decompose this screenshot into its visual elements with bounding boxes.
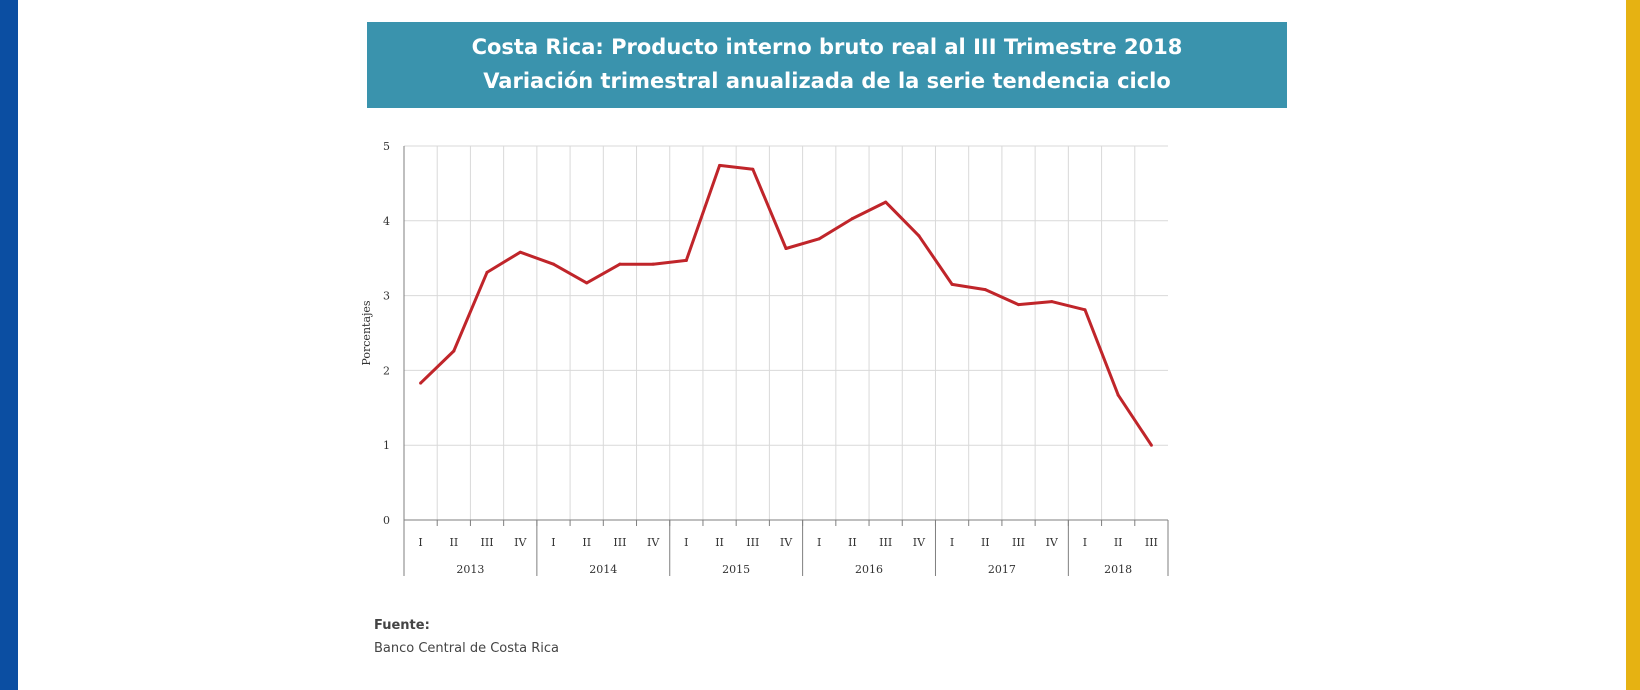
source-text: Banco Central de Costa Rica [374,641,559,656]
data-point [651,262,655,266]
data-point [485,270,489,274]
y-tick-label: 0 [383,514,390,527]
data-point [1149,443,1153,447]
data-point [1017,303,1021,307]
quarter-tick-label: II [981,536,990,549]
quarter-tick-label: III [481,536,494,549]
data-point [618,262,622,266]
year-label: 2013 [456,563,484,576]
quarter-tick-label: I [817,536,821,549]
y-tick-label: 2 [383,364,390,377]
quarter-tick-label: IV [647,536,660,549]
data-point [518,250,522,254]
quarter-tick-label: II [1114,536,1123,549]
series-line [419,163,1153,447]
quarter-tick-label: IV [780,536,793,549]
quarter-tick-label: III [879,536,892,549]
data-point [1050,300,1054,304]
quarter-tick-label: II [449,536,458,549]
quarter-tick-label: IV [514,536,527,549]
y-tick-label: 4 [383,215,390,228]
data-point [884,200,888,204]
data-point [452,349,456,353]
y-tick-label: 5 [383,140,390,153]
y-tick-label: 3 [383,290,390,303]
quarter-tick-label: III [1012,536,1025,549]
data-point [850,217,854,221]
data-point [917,234,921,238]
right-edge-bar [1626,0,1640,690]
source-label: Fuente: [374,618,430,633]
quarter-tick-label: II [582,536,591,549]
data-point [1116,393,1120,397]
quarter-tick-label: III [1145,536,1158,549]
left-edge-bar [0,0,18,690]
year-label: 2015 [722,563,750,576]
data-point [784,246,788,250]
source-note: Fuente: Banco Central de Costa Rica [374,618,559,656]
quarter-tick-label: III [613,536,626,549]
data-point [983,288,987,292]
data-point [551,262,555,266]
quarter-tick-label: I [1083,536,1087,549]
quarter-tick-label: II [715,536,724,549]
quarter-tick-label: IV [913,536,926,549]
year-label: 2016 [855,563,883,576]
quarter-tick-label: III [746,536,759,549]
quarter-tick-label: II [848,536,857,549]
year-label: 2017 [988,563,1016,576]
y-axis-label: Porcentajes [360,300,373,365]
y-tick-label: 1 [383,439,390,452]
data-point [1083,308,1087,312]
year-label: 2018 [1104,563,1132,576]
data-point [684,258,688,262]
data-point [585,281,589,285]
chart-title: Costa Rica: Producto interno bruto real … [471,35,1183,59]
chart-title-banner: Costa Rica: Producto interno bruto real … [367,22,1287,108]
quarter-tick-label: I [684,536,688,549]
quarter-tick-label: I [418,536,422,549]
data-point [751,167,755,171]
data-point [950,282,954,286]
data-point [419,381,423,385]
quarter-tick-label: I [950,536,954,549]
year-label: 2014 [589,563,617,576]
chart-subtitle: Variación trimestral anualizada de la se… [483,69,1171,93]
data-point [817,237,821,241]
quarter-tick-label: I [551,536,555,549]
data-point [718,163,722,167]
quarter-tick-label: IV [1046,536,1059,549]
